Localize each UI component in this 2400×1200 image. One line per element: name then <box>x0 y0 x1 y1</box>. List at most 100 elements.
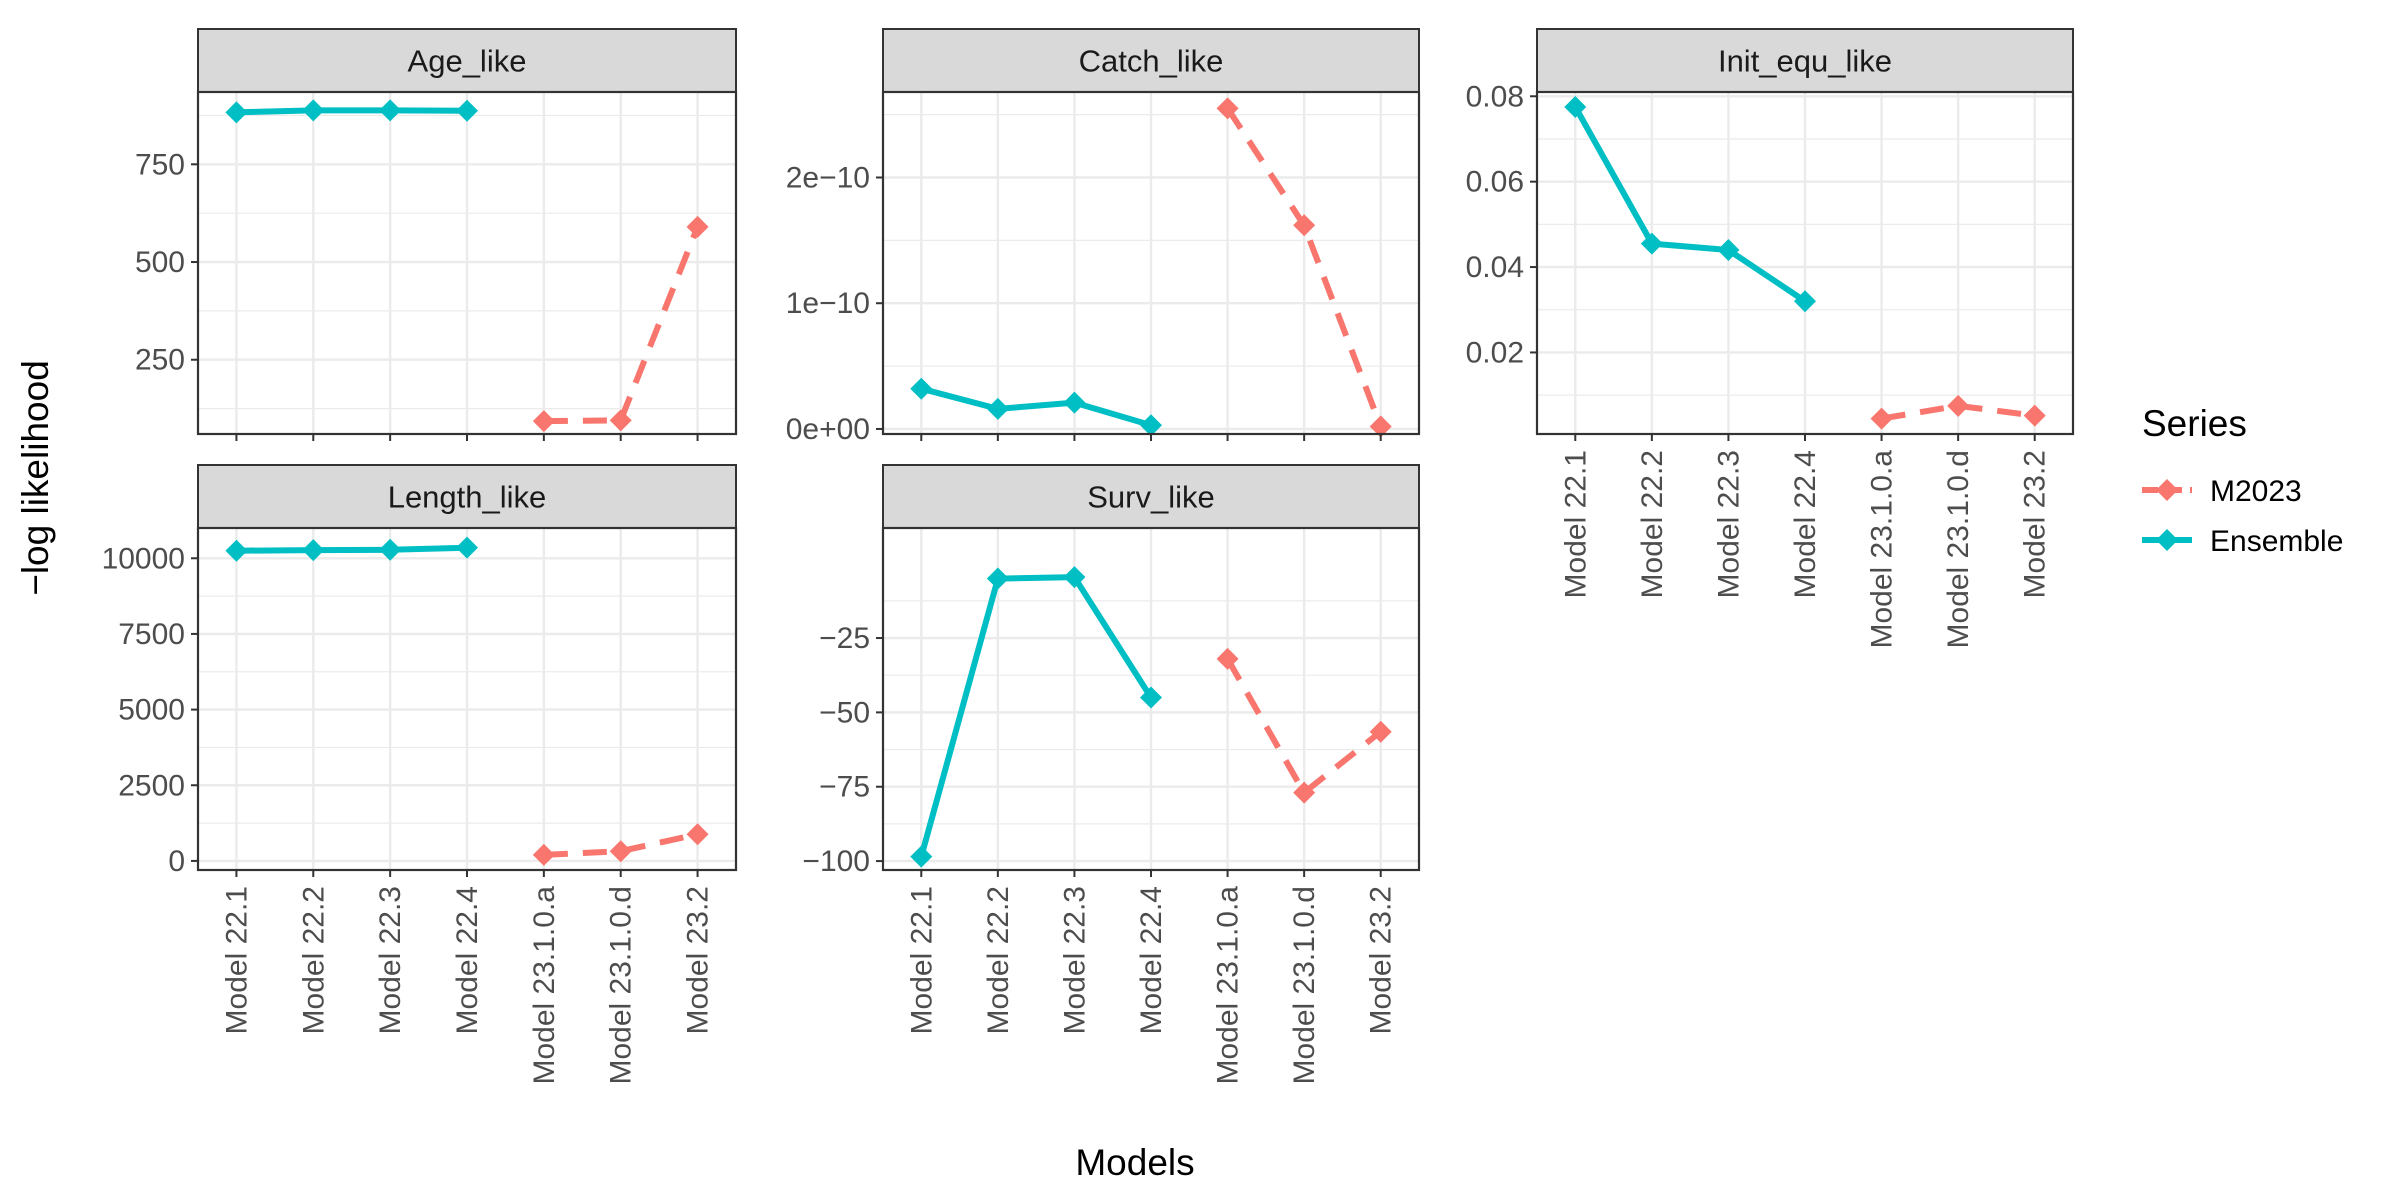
legend-key-marker <box>2156 479 2178 501</box>
data-point-m2023-model-23-2 <box>686 215 709 238</box>
data-point-ensemble-model-22-2 <box>302 99 325 122</box>
legend-item-ensemble: Ensemble <box>2142 525 2343 558</box>
data-point-ensemble-model-22-4 <box>456 536 478 559</box>
data-point-ensemble-model-22-2 <box>302 539 325 562</box>
panel-age-like: Age_like 250 500 750 <box>135 28 738 441</box>
y-tick-label: 0 <box>168 845 185 878</box>
y-tick-label: 0.04 <box>1466 251 1524 284</box>
facet-strip-label: Age_like <box>408 44 527 79</box>
y-tick-label: −25 <box>819 622 870 655</box>
y-tick-label: 0.08 <box>1466 80 1524 113</box>
legend-item-m2023: M2023 <box>2142 475 2302 508</box>
facet-strip-label: Init_equ_like <box>1718 44 1892 79</box>
x-tick-label: Model 22.1 <box>220 886 253 1034</box>
data-point-ensemble-model-22-2 <box>986 567 1009 590</box>
series-line-m2023 <box>1224 657 1383 796</box>
data-point-ensemble-model-22-2 <box>1640 232 1663 255</box>
data-point-ensemble-model-22-3 <box>379 99 402 122</box>
data-point-ensemble-model-22-1 <box>1564 95 1587 118</box>
series-line-ensemble <box>236 107 468 116</box>
series-line-ensemble <box>918 574 1154 858</box>
x-tick-label: Model 22.2 <box>982 886 1015 1034</box>
x-tick-label: Model 23.2 <box>2019 450 2052 598</box>
y-tick-label: 10000 <box>102 542 185 575</box>
y-tick-label: 2500 <box>118 769 185 802</box>
data-point-m2023-model-23-2 <box>2023 404 2046 427</box>
y-tick-label: 2e−10 <box>786 162 870 195</box>
series-line-m2023 <box>543 225 701 425</box>
facet-panels: Age_like 250 500 750 Catch_like 0e+00 1e−10 2e−… <box>102 28 2075 1085</box>
legend-title: Series <box>2142 403 2247 444</box>
y-tick-label: 0.06 <box>1466 166 1524 199</box>
data-point-m2023-model-23-2 <box>686 823 709 846</box>
x-tick-label: Model 23.2 <box>1365 886 1398 1034</box>
facet-strip <box>197 464 737 529</box>
y-tick-label: 0e+00 <box>786 413 870 446</box>
x-tick-label: Model 23.1.0.a <box>528 886 561 1085</box>
x-tick-label: Model 22.1 <box>905 886 938 1034</box>
y-tick-label: −100 <box>802 845 870 878</box>
y-axis-title: −log likelihood <box>15 360 56 596</box>
x-tick-label: Model 22.3 <box>374 886 407 1034</box>
x-tick-label: Model 22.4 <box>1789 450 1822 598</box>
data-point-ensemble-model-22-1 <box>225 539 248 562</box>
facet-strip <box>1536 28 2074 93</box>
x-tick-label: Model 22.3 <box>1058 886 1091 1034</box>
facet-strip-label: Length_like <box>388 480 547 515</box>
y-tick-label: −75 <box>819 771 870 804</box>
series-line-ensemble <box>920 385 1152 429</box>
panel-catch-like: Catch_like 0e+00 1e−10 2e−10 <box>786 28 1421 446</box>
data-point-ensemble-model-22-4 <box>456 99 478 122</box>
series-line-m2023 <box>543 831 699 858</box>
data-point-ensemble-model-22-4 <box>1140 414 1162 437</box>
x-tick-label: Model 23.2 <box>682 886 715 1034</box>
data-point-m2023-model-23-1-0-d <box>609 409 632 432</box>
data-point-ensemble-model-22-1 <box>225 101 248 124</box>
data-point-m2023-model-23-1-0-d <box>1293 214 1316 237</box>
data-point-m2023-model-23-1-0-d <box>609 840 632 863</box>
data-point-m2023-model-23-1-0-d <box>1947 394 1970 417</box>
facet-strip-label: Catch_like <box>1079 44 1224 79</box>
facet-strip <box>197 28 737 93</box>
x-tick-label: Model 22.2 <box>1636 450 1669 598</box>
x-tick-label: Model 22.3 <box>1712 450 1745 598</box>
x-tick-label: Model 23.1.0.d <box>1942 450 1975 648</box>
data-point-m2023-model-23-2 <box>1369 415 1392 438</box>
x-tick-label: Model 22.1 <box>1559 450 1592 598</box>
data-point-ensemble-model-22-1 <box>910 377 933 400</box>
data-point-m2023-model-23-1-0-a <box>1216 97 1239 120</box>
legend-label: Ensemble <box>2210 525 2343 558</box>
x-tick-label: Model 23.1.0.a <box>1212 886 1245 1085</box>
x-tick-label: Model 23.1.0.a <box>1866 450 1899 649</box>
x-axis-title: Models <box>1075 1142 1194 1183</box>
data-point-ensemble-model-22-4 <box>1140 686 1162 709</box>
data-point-ensemble-model-22-3 <box>379 538 402 561</box>
x-tick-label: Model 22.2 <box>297 886 330 1034</box>
series-line-ensemble <box>1572 105 1807 304</box>
y-tick-label: 7500 <box>118 618 185 651</box>
y-tick-label: −50 <box>819 696 870 729</box>
legend: Series M2023 Ensemble <box>2142 403 2343 558</box>
panel-init-equ-like: Init_equ_like 0.02 0.04 0.06 0.08 Model 22.1 M… <box>1466 28 2075 649</box>
y-tick-label: 0.02 <box>1466 336 1524 369</box>
data-point-ensemble-model-22-1 <box>910 845 933 868</box>
x-tick-label: Model 22.4 <box>451 886 484 1034</box>
panel-surv-like: Surv_like −100 −75 −50 −25 Model 22.1 Model 22… <box>802 464 1421 1085</box>
y-tick-label: 1e−10 <box>786 287 870 320</box>
data-point-m2023-model-23-1-0-a <box>532 410 555 433</box>
data-point-ensemble-model-22-3 <box>1063 566 1086 589</box>
facet-strip <box>882 28 1420 93</box>
y-tick-label: 750 <box>135 148 185 181</box>
y-tick-label: 500 <box>135 246 185 279</box>
y-tick-label: 250 <box>135 344 185 377</box>
facet-strip-label: Surv_like <box>1087 480 1215 515</box>
data-point-m2023-model-23-1-0-a <box>1216 647 1239 670</box>
y-tick-label: 5000 <box>118 694 185 727</box>
x-tick-label: Model 23.1.0.d <box>1288 886 1321 1084</box>
x-tick-label: Model 22.4 <box>1135 886 1168 1034</box>
legend-key-marker <box>2156 529 2178 551</box>
x-tick-label: Model 23.1.0.d <box>605 886 638 1084</box>
data-point-m2023-model-23-1-0-a <box>1870 407 1893 430</box>
data-point-ensemble-model-22-3 <box>1717 238 1740 261</box>
